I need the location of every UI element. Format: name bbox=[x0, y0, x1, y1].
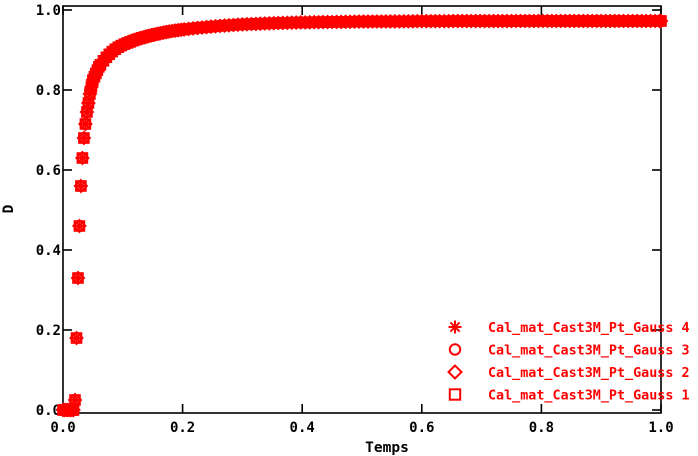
data-point-asterisk-marker bbox=[70, 332, 83, 344]
data-point-asterisk-marker bbox=[127, 34, 140, 47]
data-point-asterisk-marker bbox=[73, 220, 86, 232]
legend-label: Cal_mat_Cast3M_Pt_Gauss 3 bbox=[488, 344, 690, 359]
data-point-asterisk-marker bbox=[77, 132, 90, 144]
data-point-asterisk-marker bbox=[80, 106, 93, 118]
legend-entry: Cal_mat_Cast3M_Pt_Gauss 2 bbox=[447, 364, 690, 381]
legend-label: Cal_mat_Cast3M_Pt_Gauss 2 bbox=[488, 366, 690, 381]
data-point-asterisk-marker bbox=[76, 152, 89, 164]
data-point-asterisk-marker bbox=[72, 272, 84, 284]
data-point-asterisk-marker bbox=[655, 15, 667, 27]
legend-asterisk-marker bbox=[448, 320, 462, 334]
data-point-asterisk-marker bbox=[124, 35, 137, 48]
x-tick-label: 1.0 bbox=[648, 420, 673, 436]
x-axis-tick-labels: 0.0 0.2 0.4 0.6 0.8 1.0 bbox=[50, 420, 673, 436]
legend-diamond-marker bbox=[447, 364, 463, 380]
x-tick-label: 0.8 bbox=[529, 420, 554, 436]
legend-circle-marker bbox=[448, 343, 462, 356]
data-point bbox=[653, 13, 669, 29]
legend-label: Cal_mat_Cast3M_Pt_Gauss 1 bbox=[488, 389, 690, 404]
data-point-square-marker bbox=[72, 272, 84, 284]
data-point bbox=[69, 330, 84, 346]
data-point-asterisk-marker bbox=[85, 81, 98, 93]
data-point bbox=[76, 130, 92, 146]
data-point-asterisk-marker bbox=[69, 394, 81, 406]
data-point-asterisk-marker bbox=[79, 118, 92, 130]
data-point-asterisk-marker bbox=[82, 97, 95, 109]
data-point-square-marker bbox=[76, 152, 89, 164]
data-point bbox=[74, 150, 90, 166]
data-point-square-marker bbox=[69, 394, 81, 406]
y-tick-label: 1.0 bbox=[36, 3, 61, 19]
y-tick-label: 0.4 bbox=[36, 243, 61, 259]
data-point bbox=[80, 95, 96, 111]
data-point-asterisk-marker bbox=[74, 180, 87, 192]
x-axis-title: Temps bbox=[365, 440, 409, 456]
x-tick-label: 0.2 bbox=[170, 420, 195, 436]
data-point bbox=[71, 218, 87, 234]
data-point-asterisk-marker bbox=[115, 39, 128, 52]
data-series-markers bbox=[55, 13, 669, 418]
data-point-square-marker bbox=[78, 132, 90, 144]
x-tick-label: 0.4 bbox=[290, 420, 315, 436]
y-tick-label: 0.6 bbox=[36, 163, 61, 179]
data-point-asterisk-marker bbox=[67, 404, 80, 416]
y-tick-label: 0.8 bbox=[36, 83, 61, 99]
legend-label: Cal_mat_Cast3M_Pt_Gauss 4 bbox=[488, 321, 690, 336]
data-point bbox=[77, 116, 93, 132]
legend-entry: Cal_mat_Cast3M_Pt_Gauss 3 bbox=[448, 343, 690, 359]
data-point-square-marker bbox=[70, 332, 83, 344]
data-point-square-marker bbox=[73, 220, 86, 232]
legend: Cal_mat_Cast3M_Pt_Gauss 4 Cal_mat_Cast3M_… bbox=[447, 320, 690, 404]
data-point-asterisk-marker bbox=[121, 37, 134, 49]
x-tick-label: 0.0 bbox=[50, 420, 75, 436]
legend-entry: Cal_mat_Cast3M_Pt_Gauss 4 bbox=[448, 320, 690, 336]
x-tick-label: 0.6 bbox=[409, 420, 434, 436]
data-point-asterisk-marker bbox=[118, 38, 131, 51]
data-point bbox=[67, 392, 83, 408]
data-point bbox=[70, 270, 86, 286]
data-point-square-marker bbox=[75, 180, 87, 192]
data-point-square-marker bbox=[79, 118, 92, 130]
y-axis-tick-labels: 0.0 0.2 0.4 0.6 0.8 1.0 bbox=[36, 3, 61, 419]
legend-square-marker bbox=[448, 388, 462, 401]
y-tick-label: 0.2 bbox=[36, 323, 61, 339]
legend-entry: Cal_mat_Cast3M_Pt_Gauss 1 bbox=[448, 388, 690, 404]
data-point bbox=[73, 178, 89, 194]
data-point-square-marker bbox=[655, 15, 667, 27]
data-point-asterisk-marker bbox=[83, 88, 96, 100]
plot-frame bbox=[62, 5, 662, 414]
data-point bbox=[79, 104, 95, 120]
y-tick-label: 0.0 bbox=[36, 403, 61, 419]
y-axis-title: D bbox=[1, 204, 17, 213]
